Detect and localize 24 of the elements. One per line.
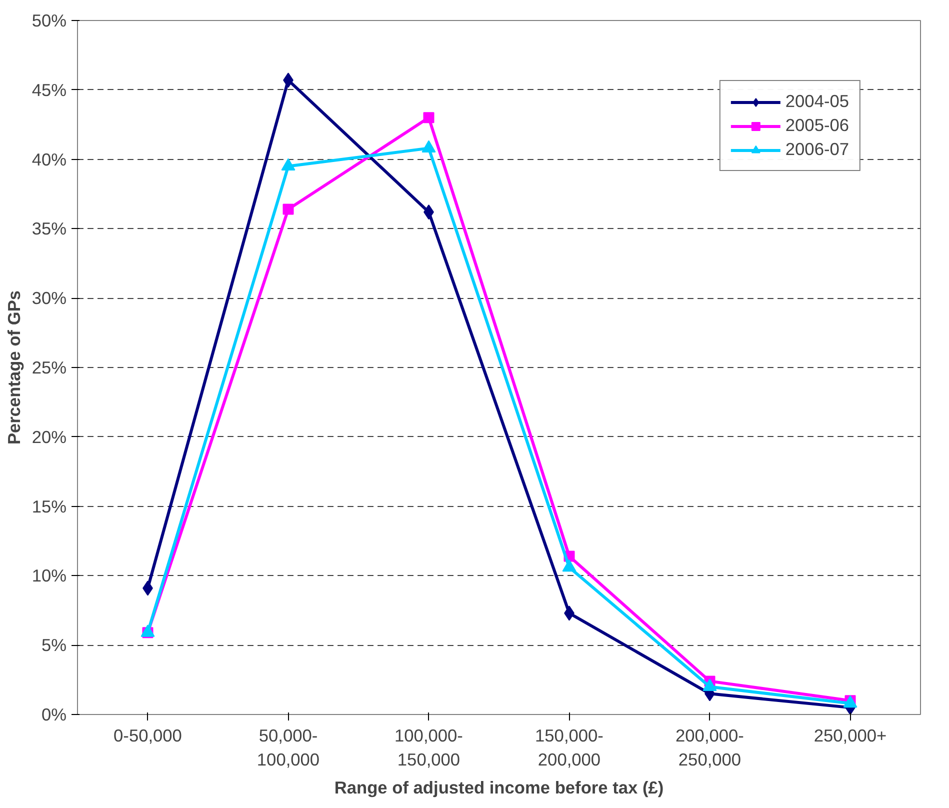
y-tick-label: 35% [32, 218, 67, 239]
legend-label: 2006-07 [785, 139, 849, 160]
legend-label: 2005-06 [785, 115, 849, 136]
x-tick-label: 100,000- 150,000 [394, 726, 463, 770]
x-tick-label: 50,000- 100,000 [256, 726, 320, 770]
point [423, 112, 434, 124]
y-axis-title: Percentage of GPs [4, 290, 24, 445]
y-tick-label: 15% [32, 496, 67, 516]
y-tick-label: 45% [32, 80, 67, 100]
y-tick-label: 50% [32, 10, 67, 30]
x-tick-label: 0-50,000 [114, 726, 182, 746]
x-tick-label: 200,000- 250,000 [676, 726, 744, 770]
y-tick-label: 30% [32, 288, 67, 308]
x-tick-label: 150,000- 200,000 [535, 726, 604, 770]
x-tick-label: 250,000+ [814, 726, 887, 746]
y-tick-label: 20% [32, 426, 67, 447]
x-axis-title: Range of adjusted income before tax (£) [334, 778, 664, 798]
y-tick-label: 5% [41, 635, 66, 656]
y-tick-label: 25% [32, 358, 67, 378]
y-tick-label: 0% [41, 704, 66, 724]
point [282, 204, 294, 215]
legend-label: 2004-05 [785, 91, 849, 112]
y-tick-label: 10% [32, 566, 67, 586]
y-tick-label: 40% [32, 149, 67, 170]
